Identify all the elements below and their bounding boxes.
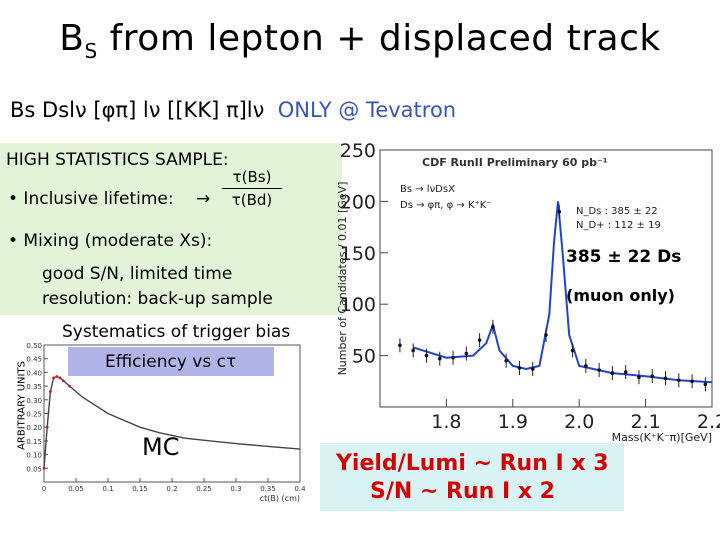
efficiency-point [61,379,65,383]
data-point [491,325,495,329]
efficiency-label: Efficiency vs cτ [105,352,237,372]
efficiency-box [68,347,274,376]
y-tick-label: 100 [340,294,376,316]
mass-plot-frame [379,149,713,408]
eff-x-tick-label: 0.4 [294,485,306,493]
eff-y-tick-label: 0.25 [26,411,42,419]
data-point [584,364,588,368]
data-point [424,353,429,358]
annotation-nds: N_Ds : 385 ± 22 [576,206,658,217]
x-tick-label: 2.1 [630,411,660,433]
efficiency-point [68,384,71,388]
x-tick-label: 1.8 [431,411,461,433]
mass-plot-title: CDF RunII Preliminary 60 pb⁻¹ [422,156,608,169]
eff-y-tick-label: 0.30 [26,397,42,405]
data-point [597,368,601,372]
systematics-label: Systematics of trigger bias [62,322,291,342]
stats-heading: HIGH STATISTICS SAMPLE: [6,150,229,170]
inclusive-lifetime: • Inclusive lifetime: [8,189,174,209]
eff-y-tick-label: 0.35 [26,383,42,391]
tevatron-note: ONLY @ Tevatron [277,98,457,122]
data-point [437,356,442,361]
eff-y-tick-label: 0.15 [26,438,42,446]
data-point [517,366,522,370]
eff-x-axis-label: ct(B) (cm) [260,494,300,503]
eff-y-tick-label: 0.50 [26,342,42,350]
efficiency-point [45,425,49,429]
eff-x-tick-label: 0 [42,485,46,493]
data-point [663,376,668,381]
mc-label: MC [142,433,180,461]
legend-entry: Ds → φπ, φ → K⁺K⁻ [400,200,492,211]
eff-y-tick-label: 0.45 [26,356,42,364]
data-point [504,358,508,363]
efficiency-point [58,376,62,380]
stats-box: HIGH STATISTICS SAMPLE: • Inclusive life… [0,143,342,315]
data-point [464,351,469,356]
data-point [477,338,482,342]
data-point [451,355,455,360]
yield-line-1: Yield/Lumi ~ Run I x 3 [336,451,609,476]
data-point [637,375,641,379]
x-axis-label: Mass(K⁺K⁻π)[GeV] [612,431,712,444]
data-point [544,333,548,337]
eff-x-tick-label: 0.15 [132,485,148,493]
y-tick-label: 200 [340,191,376,213]
x-tick-label: 2.0 [564,411,594,433]
data-point [570,348,575,353]
data-point [677,378,681,383]
eff-x-tick-label: 0.2 [166,485,177,493]
arrow-icon: → [196,189,211,209]
eff-x-tick-label: 0.3 [230,485,241,493]
data-point [398,343,402,348]
eff-y-tick-label: 0.10 [26,452,42,460]
mixing: • Mixing (moderate Xs): [8,231,213,251]
lifetime-ratio: τ(Bs) τ(Bd) [222,168,282,209]
data-point [411,348,416,353]
eff-x-tick-label: 0.25 [196,485,212,493]
x-tick-label: 2.2 [697,411,720,433]
yield-box: Yield/Lumi ~ Run I x 3 S/N ~ Run I x 2 [320,443,624,511]
annotation-ndplus: N_D+ : 112 ± 19 [576,220,661,231]
mass-plot: CDF RunII Preliminary 60 pb⁻¹ Bs → lνDsX D… [336,140,720,444]
eff-y-tick-label: 0.05 [26,465,42,473]
decay-chain: Bs Dslν [φπ] lν [[KK] π]lν ONLY @ Tevatr… [10,98,457,122]
y-axis-label: Number of Candidates / 0.01 [GeV] [336,182,349,376]
muon-only: (muon only) [566,286,675,305]
efficiency-plot: 0.050.100.150.200.250.300.350.400.450.50… [26,342,306,503]
y-tick-label: 50 [352,346,376,368]
efficiency-point [49,390,52,393]
data-point [610,371,615,375]
eff-y-tick-label: 0.40 [26,369,42,377]
data-point [650,374,655,378]
y-tick-label: 150 [340,243,376,265]
eff-x-tick-label: 0.05 [68,485,84,493]
sn-note-1: good S/N, limited time [42,264,233,284]
eff-y-tick-label: 0.20 [26,424,42,432]
data-point [530,367,535,371]
eff-x-tick-label: 0.35 [260,485,276,493]
x-tick-label: 1.9 [498,411,528,433]
slide-title: BS from lepton + displaced track [59,18,661,64]
signal-count: 385 ± 22 Ds [566,247,682,267]
data-point [690,379,694,384]
eff-x-tick-label: 0.1 [102,485,113,493]
efficiency-point [55,375,59,378]
sn-note-2: resolution: back-up sample [42,289,273,309]
data-point [703,382,708,387]
efficiency-point [42,466,46,470]
legend-entry: Bs → lνDsX [400,184,455,195]
data-point [557,209,562,214]
yield-line-2: S/N ~ Run I x 2 [370,479,555,504]
efficiency-point [52,376,55,380]
y-tick-label: 250 [340,140,376,162]
data-point [623,370,628,374]
